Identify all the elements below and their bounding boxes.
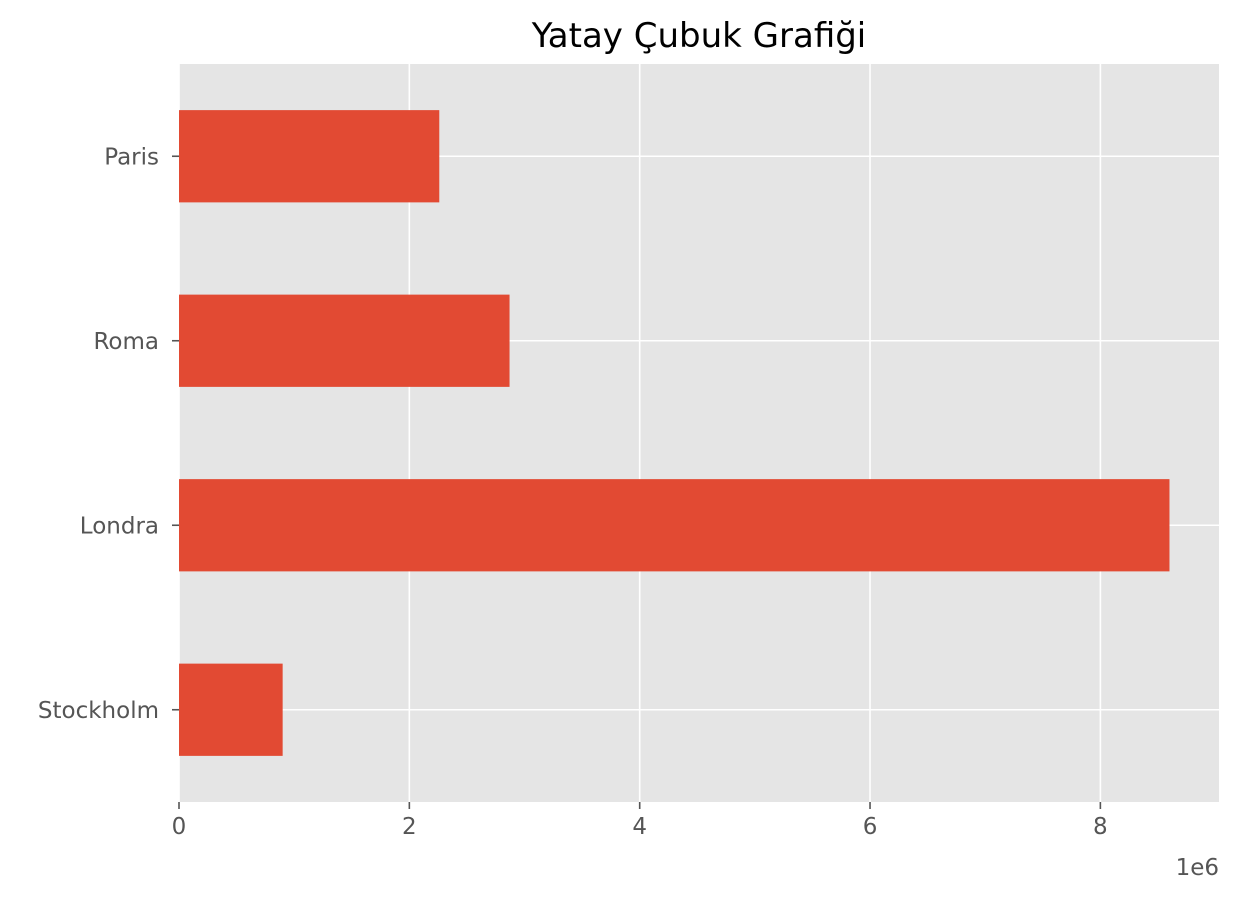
- y-tick-label: Roma: [93, 329, 159, 355]
- chart-title: Yatay Çubuk Grafiği: [531, 16, 867, 56]
- bar-roma: [179, 294, 510, 387]
- x-tick-label: 0: [172, 814, 187, 840]
- y-tick-label: Londra: [80, 513, 159, 539]
- x-axis-offset-label: 1e6: [1176, 855, 1219, 881]
- bar-paris: [179, 110, 440, 203]
- x-tick-label: 2: [402, 814, 417, 840]
- x-tick-label: 6: [863, 814, 878, 840]
- y-tick-label: Stockholm: [38, 698, 159, 724]
- x-tick-label: 4: [632, 814, 647, 840]
- bars: [179, 110, 1170, 756]
- x-tick-label: 8: [1093, 814, 1108, 840]
- bar-londra: [179, 479, 1170, 572]
- axis-ticks: 0 2 4 6 8 Paris Roma Londra Stockholm: [38, 144, 1108, 840]
- y-tick-label: Paris: [104, 144, 159, 170]
- bar-stockholm: [179, 663, 283, 756]
